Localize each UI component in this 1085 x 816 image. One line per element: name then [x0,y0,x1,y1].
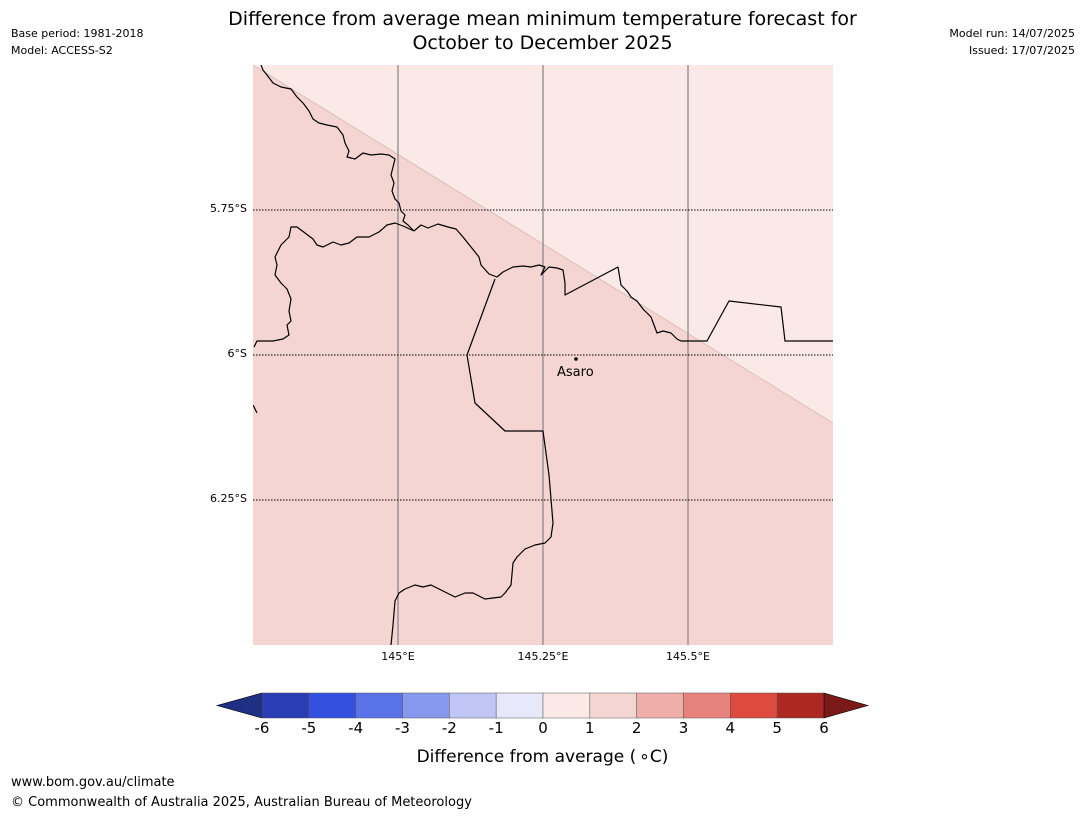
colorbar-label-text: Difference from average ( [416,747,637,767]
colorbar-bins [215,692,870,719]
colorbar-bin [636,692,684,719]
place-label: Asaro [557,365,594,380]
place-marker[interactable] [574,357,578,361]
colorbar-bin [730,692,778,719]
colorbar-bin [683,692,731,719]
boundary-eastern-ridge [413,223,833,342]
boundary-west-edge [253,404,258,414]
latitude-label: 5.75°S [210,202,247,215]
latitude-label: 6°S [227,347,247,360]
title-line-1: Difference from average mean minimum tem… [228,8,857,30]
colorbar-bin [261,692,310,719]
longitude-label: 145.25°E [517,650,569,663]
colorbar-tick-label: 1 [585,719,595,737]
map-panel[interactable] [253,65,833,645]
colorbar-bin [542,692,591,719]
colorbar-label-unit: ∘C) [639,747,669,767]
issued-text: Issued: 17/07/2025 [968,44,1075,57]
colorbar-bin [589,692,637,719]
boundary-south-central [390,278,554,645]
colorbar-tick-label: -6 [254,719,270,737]
colorbar-tick-label: 0 [538,719,548,737]
boundary-north-west [260,65,415,232]
map-canvas [253,65,833,645]
metadata-right: Model run: 14/07/2025 Issued: 17/07/2025 [949,25,1075,59]
longitude-label: 145°E [381,650,415,663]
colorbar-tick-label: 5 [772,719,782,737]
colorbar-bin [495,692,544,719]
colorbar-bin [449,692,497,719]
colorbar-tick-label: 2 [631,719,642,737]
title-line-2: October to December 2025 [412,32,673,54]
colorbar-bin [308,692,356,719]
base-period-text: Base period: 1981-2018 [11,27,144,40]
page-title: Difference from average mean minimum tem… [0,7,1085,55]
colorbar-tick-label: -3 [395,719,410,737]
colorbar-bin [402,692,450,719]
colorbar-extend-max [823,692,870,719]
boundary-central-east [253,222,415,348]
colorbar-tick-label: 3 [678,719,689,737]
model-run-text: Model run: 14/07/2025 [949,27,1075,40]
model-text: Model: ACCESS-S2 [11,44,113,57]
colorbar-bin [776,692,825,719]
colorbar-tick-label: -5 [301,719,317,737]
colorbar-extend-min [215,692,263,719]
colorbar-label: Difference from average (∘C) [0,747,1085,767]
metadata-left: Base period: 1981-2018 Model: ACCESS-S2 [11,25,143,59]
longitude-label: 145.5°E [666,650,710,663]
colorbar-tick-label: -1 [488,719,504,737]
colorbar-tick-label: -4 [348,719,364,737]
colorbar-bin [355,692,403,719]
footer-copyright: © Commonwealth of Australia 2025, Austra… [11,795,472,810]
boundary-lines [253,65,833,645]
colorbar-tick-label: 4 [725,719,736,737]
colorbar-tick-label: -2 [441,719,457,737]
latitude-label: 6.25°S [210,492,247,505]
footer-website[interactable]: www.bom.gov.au/climate [11,775,175,790]
colorbar-tick-label: 6 [819,719,829,737]
